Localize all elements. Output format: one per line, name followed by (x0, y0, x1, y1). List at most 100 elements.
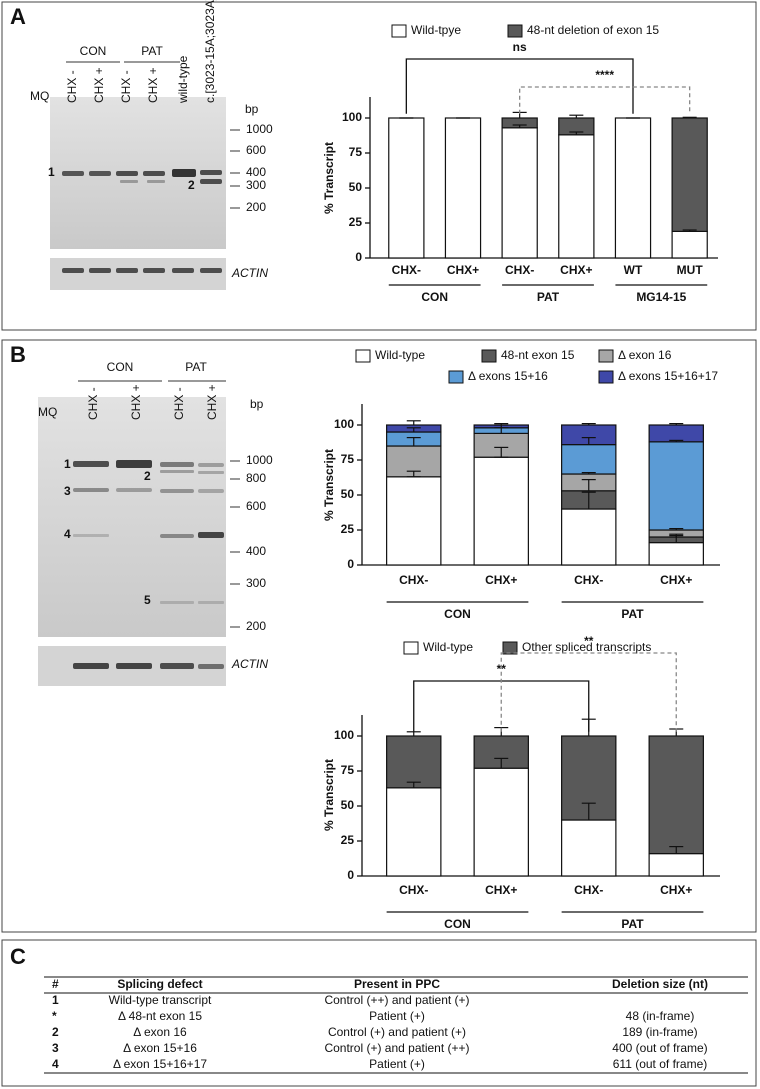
band-label: 3 (64, 484, 71, 498)
actin-label: ACTIN (231, 266, 268, 280)
y-axis-label: % Transcript (322, 759, 336, 831)
error-bar (494, 423, 509, 425)
legend-label: Other spliced transcripts (522, 640, 651, 654)
significance-label: **** (595, 68, 614, 82)
x-tick-label: CHX+ (660, 883, 692, 897)
legend-swatch (481, 349, 497, 363)
lane-label: CHX + (129, 384, 143, 420)
band-label: 2 (144, 469, 151, 483)
group-label: CON (421, 290, 448, 304)
error-bar (406, 470, 421, 477)
y-axis-label: % Transcript (322, 142, 336, 214)
legend-label: Wild-type (375, 348, 425, 362)
gel-image (50, 258, 226, 290)
table-cell: Δ exon 15+16+17 (113, 1057, 207, 1071)
table (44, 976, 748, 1074)
bands (62, 169, 222, 273)
error-bar (581, 802, 596, 820)
legend-label: Wild-type (423, 640, 473, 654)
error-bar (581, 491, 596, 509)
bar-segment (648, 541, 704, 566)
group-label: CON (444, 607, 471, 621)
significance-label: ** (497, 662, 507, 676)
band-label: 1 (48, 165, 55, 179)
error-bar (406, 437, 421, 446)
lane-label: wild-type (176, 55, 190, 104)
error-bar (406, 781, 421, 788)
error-bar (494, 757, 509, 769)
lane-label: CHX - (119, 70, 133, 103)
group-label: PAT (185, 360, 207, 374)
gel-b: MQ CON PAT CHX - CHX + CHX - CHX + bp 10… (38, 360, 273, 686)
bp-label: bp (250, 397, 264, 411)
x-tick-label: CHX+ (660, 573, 692, 587)
error-bar (512, 124, 527, 128)
table-cell: Control (++) and patient (+) (324, 993, 469, 1007)
panel-label: A (10, 4, 26, 29)
y-tick-label: 0 (347, 557, 354, 571)
bar-segment (671, 117, 708, 233)
marker-label: 300 (246, 576, 266, 590)
table-cell: Δ exon 15+16 (123, 1041, 197, 1055)
legend-swatch (598, 370, 614, 384)
y-tick-label: 100 (334, 417, 354, 431)
table-cell: * (52, 1009, 57, 1023)
y-tick-label: 25 (349, 215, 363, 229)
table-cell: Patient (+) (369, 1057, 425, 1071)
bar-segment (561, 508, 617, 566)
table-cell: Control (+) and patient (++) (324, 1041, 469, 1055)
significance-bracket (519, 86, 691, 114)
x-tick-label: WT (624, 263, 643, 277)
bp-label: bp (245, 102, 259, 116)
bar-segment (648, 441, 704, 531)
error-bar (569, 131, 584, 135)
table-cell: 400 (out of frame) (612, 1041, 707, 1055)
legend-swatch (403, 641, 419, 655)
bar-segment (671, 230, 708, 259)
table-cell: Wild-type transcript (109, 993, 212, 1007)
gel-a: MQ CON PAT CHX - CHX + CHX - CHX + wild-… (30, 0, 273, 290)
bar-segment (614, 117, 652, 259)
legend-swatch (507, 24, 523, 38)
table-cell: 48 (in-frame) (626, 1009, 695, 1023)
marker-label: 600 (246, 499, 266, 513)
table-cell: 4 (52, 1057, 59, 1071)
table-header: Present in PPC (354, 977, 440, 991)
x-tick-label: CHX- (574, 883, 603, 897)
table-cell: 611 (out of frame) (613, 1057, 708, 1071)
error-bar (406, 427, 421, 432)
x-tick-label: CHX+ (447, 263, 479, 277)
group-label: PAT (621, 917, 644, 931)
bar-segment (388, 117, 425, 259)
legend-swatch (391, 24, 407, 38)
error-bar (669, 439, 684, 442)
bar-segment (473, 456, 529, 566)
error-bar (669, 527, 684, 530)
y-axis-label: % Transcript (322, 449, 336, 521)
error-bar (406, 731, 421, 736)
legend-label: Δ exons 15+16 (468, 369, 548, 383)
marker-label: 200 (246, 200, 266, 214)
table-cell: 1 (52, 993, 59, 1007)
table-header: Splicing defect (117, 977, 202, 991)
bar-segment (386, 735, 442, 789)
y-tick-label: 100 (342, 110, 362, 124)
error-bar (669, 533, 684, 537)
marker-ticks (66, 61, 240, 209)
bar-segment (648, 735, 704, 855)
lane-label: CHX + (92, 67, 106, 103)
lane-label: CHX - (86, 387, 100, 420)
y-tick-label: 75 (341, 452, 355, 466)
error-bar (581, 479, 596, 491)
table-cell: 2 (52, 1025, 59, 1039)
group-label: MG14-15 (636, 290, 686, 304)
table-cell: 3 (52, 1041, 59, 1055)
bar-segment (561, 444, 617, 475)
legend-swatch (355, 349, 371, 363)
x-tick-label: CHX+ (485, 573, 517, 587)
error-bar (581, 437, 596, 445)
bands (73, 460, 224, 669)
lane-label: CHX + (146, 67, 160, 103)
mq-label: MQ (30, 89, 49, 103)
